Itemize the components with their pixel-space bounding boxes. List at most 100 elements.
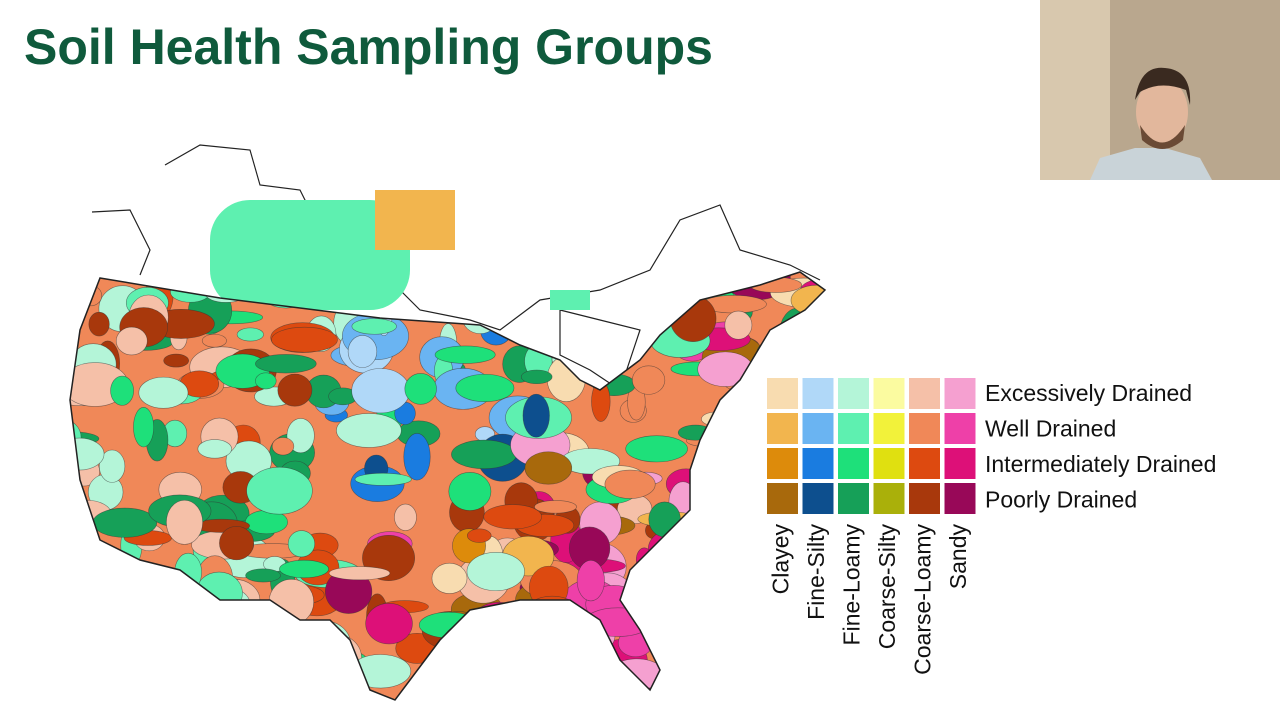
- soil-patch: [418, 611, 479, 639]
- soil-patch: [693, 585, 743, 633]
- soil-patch: [534, 500, 577, 514]
- soil-patch: [299, 620, 351, 669]
- soil-patch: [790, 284, 825, 316]
- soil-patch: [115, 603, 162, 636]
- soil-patch: [455, 373, 515, 403]
- soil-patch: [403, 433, 431, 481]
- soil-patch: [166, 499, 203, 545]
- soil-patch: [133, 406, 154, 448]
- soil-patch: [164, 690, 222, 700]
- soil-patch: [648, 501, 681, 538]
- person-hair: [1135, 67, 1191, 105]
- soil-patch: [266, 688, 317, 700]
- legend: Clayey Fine-Silty Fine-Loamy Coarse-Silty Co…: [767, 378, 1216, 675]
- soil-patch: [105, 645, 160, 675]
- soil-patch: [560, 272, 583, 294]
- legend-row-label: Intermediately Drained: [985, 451, 1216, 477]
- soil-patch: [147, 675, 168, 698]
- soil-patch: [52, 580, 69, 600]
- soil-patch: [797, 684, 825, 700]
- legend-swatch: [767, 378, 798, 409]
- soil-patch: [70, 547, 122, 595]
- soil-patch: [663, 574, 717, 601]
- legend-swatch: [802, 483, 834, 514]
- soil-patch: [639, 687, 659, 700]
- legend-swatch: [873, 483, 905, 514]
- soil-patch: [816, 342, 825, 376]
- soil-patch: [674, 585, 693, 620]
- soil-patch: [448, 629, 477, 671]
- legend-swatch: [802, 448, 834, 479]
- soil-patch: [625, 435, 688, 463]
- soil-patch: [457, 692, 507, 700]
- soil-patch: [690, 483, 735, 501]
- soil-patch: [604, 469, 656, 499]
- soil-patch: [73, 624, 111, 653]
- soil-patch: [554, 615, 590, 650]
- soil-patch: [632, 365, 666, 395]
- soil-patch: [141, 633, 189, 669]
- soil-patch: [480, 272, 521, 281]
- soil-patch: [99, 449, 126, 483]
- legend-column-label: Sandy: [945, 524, 971, 590]
- soil-patch: [635, 547, 653, 573]
- soil-patch: [816, 336, 825, 357]
- soil-patch: [739, 677, 808, 700]
- soil-patch: [519, 624, 556, 670]
- soil-patch: [677, 424, 714, 441]
- soil-patch: [451, 439, 517, 469]
- person-shirt: [1090, 148, 1212, 180]
- soil-patch: [70, 613, 85, 638]
- soil-patch: [694, 641, 725, 673]
- soil-patch: [195, 571, 243, 615]
- soil-patch: [277, 373, 313, 407]
- soil-patch: [571, 335, 610, 381]
- legend-column-label: Coarse-Loamy: [910, 524, 936, 675]
- soil-patch: [444, 307, 470, 323]
- soil-patch: [271, 437, 295, 456]
- patch: [375, 190, 455, 250]
- soil-patch: [347, 335, 378, 368]
- soil-patch: [479, 252, 515, 270]
- soil-patch: [778, 641, 810, 662]
- soil-patch: [92, 507, 158, 538]
- soil-patch: [541, 631, 606, 664]
- soil-patch: [155, 610, 208, 652]
- soil-patch: [669, 295, 717, 342]
- soil-patch: [570, 671, 625, 694]
- soil-patch: [434, 345, 496, 364]
- soil-patch: [518, 633, 554, 674]
- soil-patch: [520, 369, 553, 385]
- soil-patch: [287, 530, 316, 558]
- legend-column-label: Fine-Silty: [803, 524, 829, 620]
- soil-patch: [764, 688, 825, 700]
- soil-patch: [394, 503, 417, 531]
- webcam-wall: [1040, 0, 1110, 180]
- soil-patch: [702, 633, 737, 670]
- soil-patch: [191, 685, 222, 700]
- soil-patch: [318, 627, 339, 645]
- soil-patch: [115, 326, 148, 356]
- soil-patch: [777, 344, 825, 364]
- soil-patch: [134, 620, 159, 637]
- soil-patch: [478, 284, 510, 309]
- soil-patch: [558, 317, 584, 357]
- soil-patch: [541, 607, 561, 645]
- soil-patch: [791, 639, 823, 670]
- soil-patch: [581, 281, 640, 324]
- soil-patch: [236, 327, 264, 342]
- soil-patch: [70, 609, 96, 639]
- webcam: [1040, 0, 1280, 180]
- soil-patch: [493, 636, 512, 671]
- legend-swatch: [838, 378, 869, 409]
- soil-patch: [143, 577, 200, 601]
- soil-patch: [429, 678, 451, 700]
- soil-patch: [234, 634, 275, 658]
- soil-patch: [829, 331, 845, 371]
- soil-patch: [489, 601, 557, 650]
- patch: [550, 290, 590, 310]
- soil-patch: [70, 592, 111, 635]
- soil-patch: [603, 658, 671, 700]
- legend-swatch: [767, 448, 798, 479]
